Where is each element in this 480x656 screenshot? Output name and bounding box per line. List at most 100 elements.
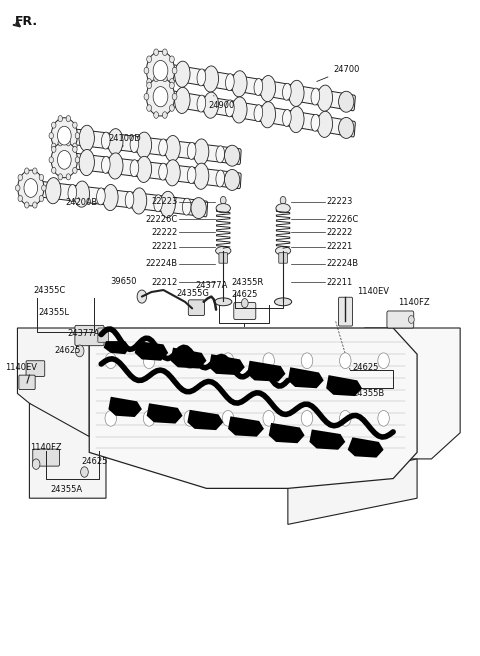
FancyBboxPatch shape xyxy=(387,311,414,328)
Circle shape xyxy=(339,353,351,369)
Circle shape xyxy=(51,142,77,178)
Circle shape xyxy=(146,51,175,90)
Circle shape xyxy=(24,178,37,197)
Text: 22221: 22221 xyxy=(326,242,352,251)
Ellipse shape xyxy=(103,184,118,211)
Ellipse shape xyxy=(96,188,105,205)
Circle shape xyxy=(263,353,275,369)
Ellipse shape xyxy=(203,66,218,92)
FancyBboxPatch shape xyxy=(23,180,208,216)
Text: FR.: FR. xyxy=(15,15,38,28)
FancyBboxPatch shape xyxy=(188,300,204,316)
Circle shape xyxy=(51,143,56,149)
Ellipse shape xyxy=(216,170,225,187)
Text: 22222: 22222 xyxy=(152,228,178,237)
Text: 22211: 22211 xyxy=(326,277,352,287)
Circle shape xyxy=(147,79,152,85)
Text: 22212: 22212 xyxy=(152,277,178,287)
Circle shape xyxy=(339,411,351,426)
Polygon shape xyxy=(310,430,345,450)
Ellipse shape xyxy=(136,132,152,158)
Text: 24377A: 24377A xyxy=(195,281,228,290)
Ellipse shape xyxy=(130,160,139,176)
Ellipse shape xyxy=(275,298,292,306)
Polygon shape xyxy=(288,367,324,388)
Ellipse shape xyxy=(215,298,232,306)
Ellipse shape xyxy=(108,153,123,179)
Circle shape xyxy=(280,196,286,204)
Circle shape xyxy=(184,411,195,426)
Circle shape xyxy=(154,85,158,92)
Circle shape xyxy=(153,60,168,81)
Ellipse shape xyxy=(165,136,180,161)
Circle shape xyxy=(66,150,71,155)
Circle shape xyxy=(72,167,77,173)
Ellipse shape xyxy=(311,88,320,105)
Circle shape xyxy=(33,168,37,174)
Circle shape xyxy=(191,197,206,218)
Circle shape xyxy=(184,353,195,369)
FancyBboxPatch shape xyxy=(279,253,288,263)
Circle shape xyxy=(18,174,23,180)
Polygon shape xyxy=(288,459,417,524)
Circle shape xyxy=(33,202,37,208)
Ellipse shape xyxy=(159,139,168,156)
Ellipse shape xyxy=(276,247,291,255)
Circle shape xyxy=(263,411,275,426)
Circle shape xyxy=(18,195,23,201)
Ellipse shape xyxy=(283,83,291,100)
Circle shape xyxy=(338,91,354,112)
Circle shape xyxy=(169,56,174,62)
Text: 24700: 24700 xyxy=(317,65,360,81)
Polygon shape xyxy=(17,328,89,453)
Circle shape xyxy=(225,169,240,190)
Text: 22223: 22223 xyxy=(326,197,352,206)
Circle shape xyxy=(225,145,240,166)
Ellipse shape xyxy=(226,73,234,91)
Ellipse shape xyxy=(317,85,333,112)
Text: 22226C: 22226C xyxy=(326,215,359,224)
Circle shape xyxy=(169,105,174,112)
Ellipse shape xyxy=(197,95,206,112)
Polygon shape xyxy=(147,403,182,424)
Ellipse shape xyxy=(203,92,218,118)
Polygon shape xyxy=(326,375,362,396)
Ellipse shape xyxy=(101,132,110,149)
FancyBboxPatch shape xyxy=(234,302,256,319)
Circle shape xyxy=(153,87,168,107)
Polygon shape xyxy=(247,361,286,382)
Circle shape xyxy=(66,140,71,146)
Polygon shape xyxy=(170,348,206,369)
Ellipse shape xyxy=(132,188,147,214)
Circle shape xyxy=(66,115,71,122)
Circle shape xyxy=(15,185,20,191)
Ellipse shape xyxy=(288,106,304,133)
Text: 24625: 24625 xyxy=(54,346,81,356)
Ellipse shape xyxy=(175,61,190,87)
Circle shape xyxy=(169,82,174,89)
Text: 24625: 24625 xyxy=(352,363,379,372)
Circle shape xyxy=(75,133,80,138)
Ellipse shape xyxy=(339,93,348,110)
FancyBboxPatch shape xyxy=(152,62,355,111)
Ellipse shape xyxy=(108,129,123,155)
Ellipse shape xyxy=(79,125,95,152)
FancyBboxPatch shape xyxy=(219,253,228,263)
Text: 22221: 22221 xyxy=(152,242,178,251)
Circle shape xyxy=(105,411,117,426)
Text: 22226C: 22226C xyxy=(145,215,178,224)
Circle shape xyxy=(162,112,167,118)
FancyBboxPatch shape xyxy=(152,88,355,137)
Ellipse shape xyxy=(260,75,276,102)
Polygon shape xyxy=(228,417,264,437)
Circle shape xyxy=(144,411,155,426)
Ellipse shape xyxy=(276,203,290,213)
Text: 24355B: 24355B xyxy=(352,389,385,398)
Circle shape xyxy=(24,168,29,174)
Ellipse shape xyxy=(260,102,276,128)
Polygon shape xyxy=(104,341,130,354)
Circle shape xyxy=(154,49,158,56)
Ellipse shape xyxy=(182,198,191,215)
Circle shape xyxy=(147,56,152,62)
Circle shape xyxy=(147,82,152,89)
